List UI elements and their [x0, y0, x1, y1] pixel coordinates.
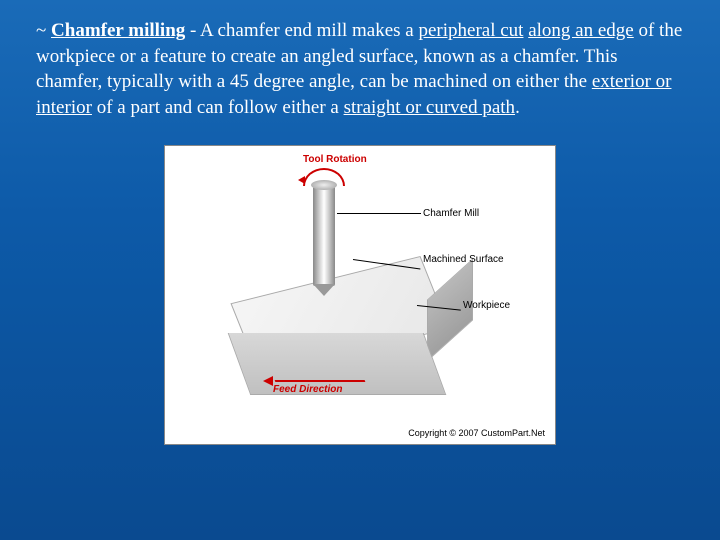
chamfer-diagram: Tool Rotation Chamfer Mill Machined Surf…: [164, 145, 556, 445]
u4: straight or curved path: [344, 97, 515, 118]
label-chamfer-mill: Chamfer Mill: [423, 208, 479, 219]
label-tool-rotation: Tool Rotation: [303, 154, 367, 165]
copyright-text: Copyright © 2007 CustomPart.Net: [408, 428, 545, 438]
u1: peripheral cut: [418, 20, 523, 41]
label-machined-surface: Machined Surface: [423, 254, 504, 265]
feed-arrow-line: [275, 380, 366, 382]
seg4: of a part and can follow either a: [92, 97, 344, 118]
leader-line-chamfer: [337, 213, 421, 214]
u2: along an edge: [528, 20, 634, 41]
feed-arrow-head: [263, 376, 273, 386]
seg1: - A chamfer end mill makes a: [185, 20, 418, 41]
rotation-arrow-arc: [303, 168, 345, 186]
title-bold: Chamfer milling: [51, 20, 185, 41]
tool-shaft: [313, 186, 335, 286]
description-paragraph: ~ Chamfer milling - A chamfer end mill m…: [0, 0, 720, 131]
tilde: ~: [36, 20, 51, 41]
rotation-arrow-head: [298, 176, 305, 184]
tool-tip: [313, 284, 335, 296]
label-workpiece: Workpiece: [463, 300, 510, 311]
label-feed-direction: Feed Direction: [273, 384, 342, 395]
seg5: .: [515, 97, 520, 118]
